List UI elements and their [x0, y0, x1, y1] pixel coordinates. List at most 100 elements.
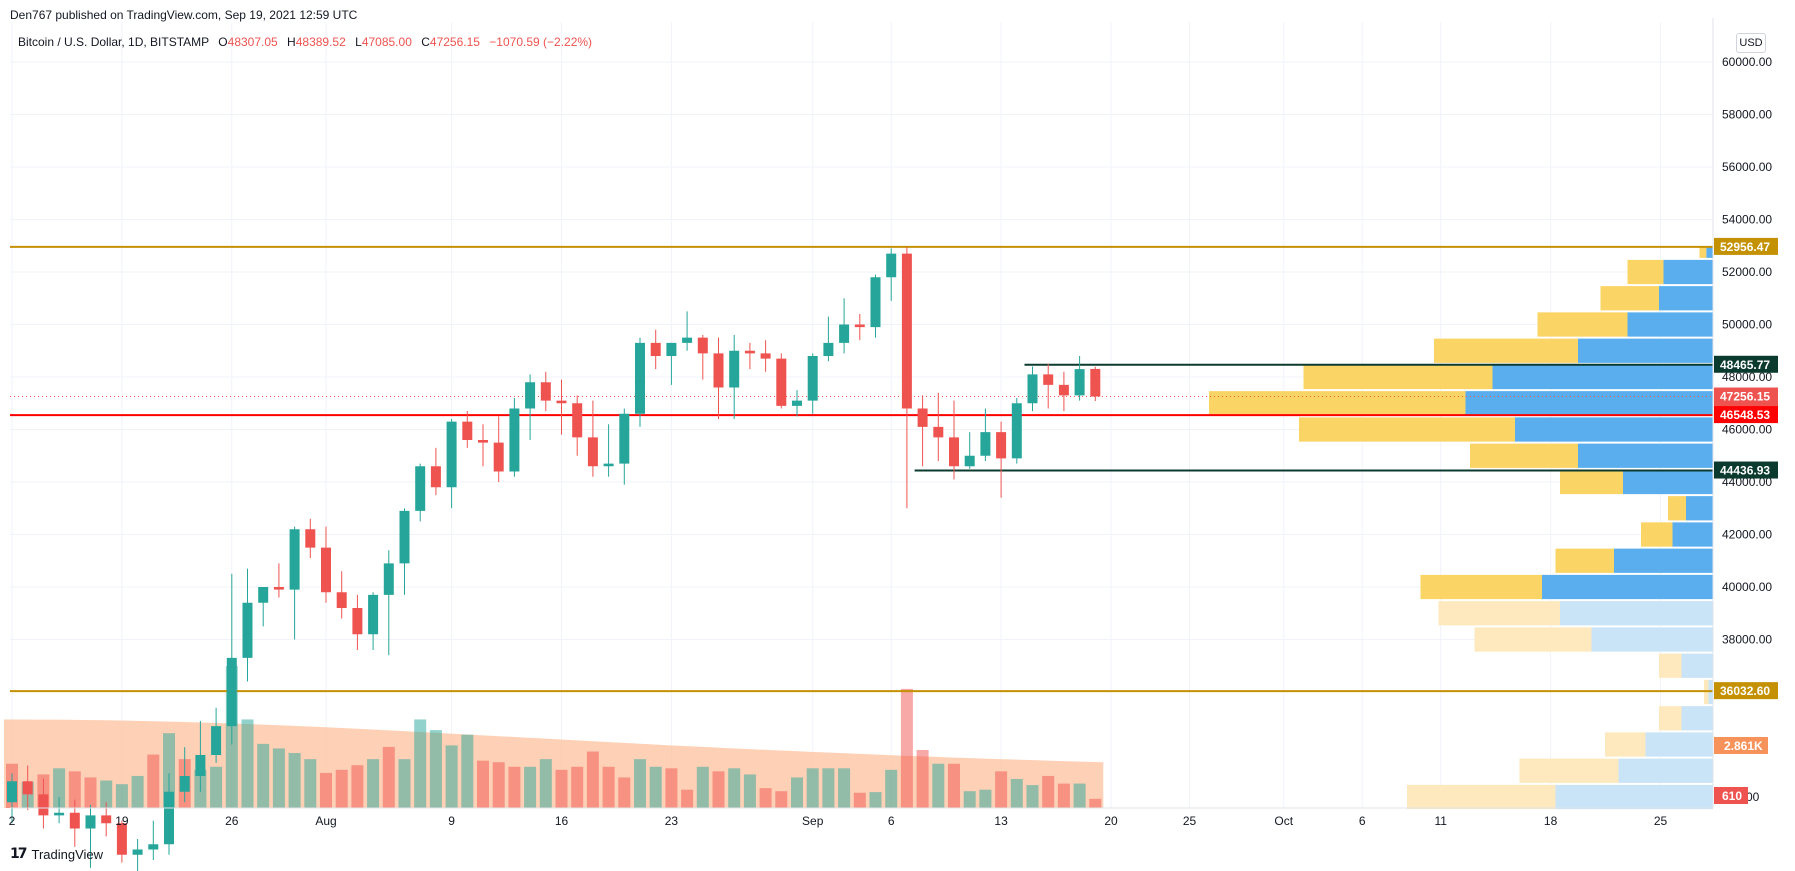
price-level-tag [1714, 461, 1778, 479]
candle-body [839, 324, 850, 343]
volume-profile-blue [1663, 259, 1713, 285]
open-value: 48307.05 [227, 35, 278, 49]
candle-body [1090, 368, 1101, 397]
volume-profile-blue [1492, 364, 1713, 390]
candle-body [415, 466, 426, 511]
volume-profile-blue [1681, 706, 1713, 731]
candle-body [478, 440, 488, 443]
volume-bar [1073, 783, 1086, 808]
volume-bar [555, 769, 568, 808]
horizontal-lines [10, 245, 1713, 693]
volume-profile-blue [1578, 338, 1713, 363]
volume-bar [728, 768, 741, 808]
candle-body [493, 442, 504, 472]
last-price-label: 47256.15 [1720, 390, 1770, 404]
time-tick-label: 6 [1359, 814, 1366, 828]
volume-profile-yellow [1209, 391, 1466, 416]
tradingview-logo[interactable]: 17 TradingView [10, 846, 103, 862]
volume-bar [210, 766, 223, 808]
candle-body [462, 421, 473, 440]
time-tick-label: 16 [555, 814, 569, 828]
volume-bar [712, 771, 725, 808]
volume-profile-yellow [1303, 364, 1493, 390]
candle-body [22, 781, 33, 795]
symbol-name: Bitcoin / U.S. Dollar, 1D, BITSTAMP [18, 35, 209, 49]
volume-profile-yellow [1470, 443, 1578, 468]
volume-profile-blue [1578, 443, 1713, 468]
candle-body [226, 657, 237, 727]
candle-body [744, 350, 755, 354]
candle-body [603, 463, 614, 467]
volume-bar [492, 762, 505, 808]
volume-bar [979, 789, 992, 808]
volume-bar [963, 791, 976, 808]
candle-body [933, 426, 944, 438]
volume-bar [791, 777, 803, 808]
candle-body [556, 400, 567, 404]
price-level-tag [1714, 406, 1778, 424]
candle-body [509, 408, 520, 472]
candle-body [713, 353, 724, 388]
candle-body [572, 403, 583, 438]
volume-profile-yellow [1668, 496, 1686, 521]
low-value: 47085.00 [361, 35, 412, 49]
volume-profile-yellow [1438, 601, 1560, 626]
candle-body [917, 408, 928, 427]
volume-bar [806, 768, 819, 808]
candle-body [399, 510, 410, 564]
volume-profile-yellow [1627, 259, 1664, 285]
volume-bar [1026, 785, 1039, 808]
tradingview-logo-text: TradingView [31, 846, 104, 862]
candle-body [305, 529, 316, 548]
time-tick-label: Oct [1274, 814, 1293, 828]
time-tick-label: 9 [448, 814, 455, 828]
volume-low-tag [1714, 787, 1748, 804]
volume-bar [351, 765, 364, 808]
open-label: O [218, 35, 228, 49]
candle-body [792, 400, 802, 406]
candle-body [870, 277, 881, 328]
candle-body [321, 547, 331, 593]
volume-profile-yellow [1659, 706, 1682, 731]
volume-bar [838, 768, 851, 808]
time-tick-label: 23 [665, 814, 679, 828]
volume-bar [524, 766, 537, 808]
candle-body [164, 791, 174, 845]
time-tick-label: 2 [9, 814, 16, 828]
change-value: −1070.59 (−2.22%) [489, 35, 593, 49]
candle-body [132, 849, 143, 855]
volume-bar [822, 768, 835, 808]
volume-bar [916, 749, 929, 808]
candle-body [54, 812, 65, 816]
time-tick-label: 25 [1183, 814, 1197, 828]
time-tick-label: 18 [1544, 814, 1558, 828]
price-level-label: 52956.47 [1720, 240, 1770, 254]
volume-profile-yellow [1474, 627, 1592, 652]
volume-bar [948, 763, 960, 808]
volume-profile-yellow [1555, 548, 1614, 573]
tradingview-logo-icon: 17 [10, 846, 28, 862]
volume-bar [335, 769, 348, 808]
volume-profile-blue [1555, 784, 1713, 810]
volume-profile-yellow [1605, 732, 1646, 757]
volume-profile-blue [1465, 391, 1713, 416]
volume-bar [147, 754, 160, 808]
volume-bar [869, 792, 882, 808]
volume-bar [304, 759, 317, 808]
volume-bar [257, 743, 270, 808]
price-level-label: 48465.77 [1720, 358, 1770, 372]
volume-profile-yellow [1560, 469, 1623, 495]
time-tick-label: 11 [1434, 814, 1447, 828]
volume-profile-yellow [1537, 312, 1628, 337]
candle-body [540, 382, 551, 401]
price-tick-label: 60000.00 [1722, 55, 1772, 69]
candle-body [446, 421, 457, 488]
price-level-label: 44436.93 [1720, 464, 1770, 478]
currency-badge[interactable]: USD [1736, 33, 1766, 53]
volume-bar [885, 769, 898, 808]
candle-body [980, 432, 991, 456]
candle-body [1011, 403, 1022, 459]
volume-bar [508, 766, 521, 808]
volume-bar [477, 760, 489, 808]
